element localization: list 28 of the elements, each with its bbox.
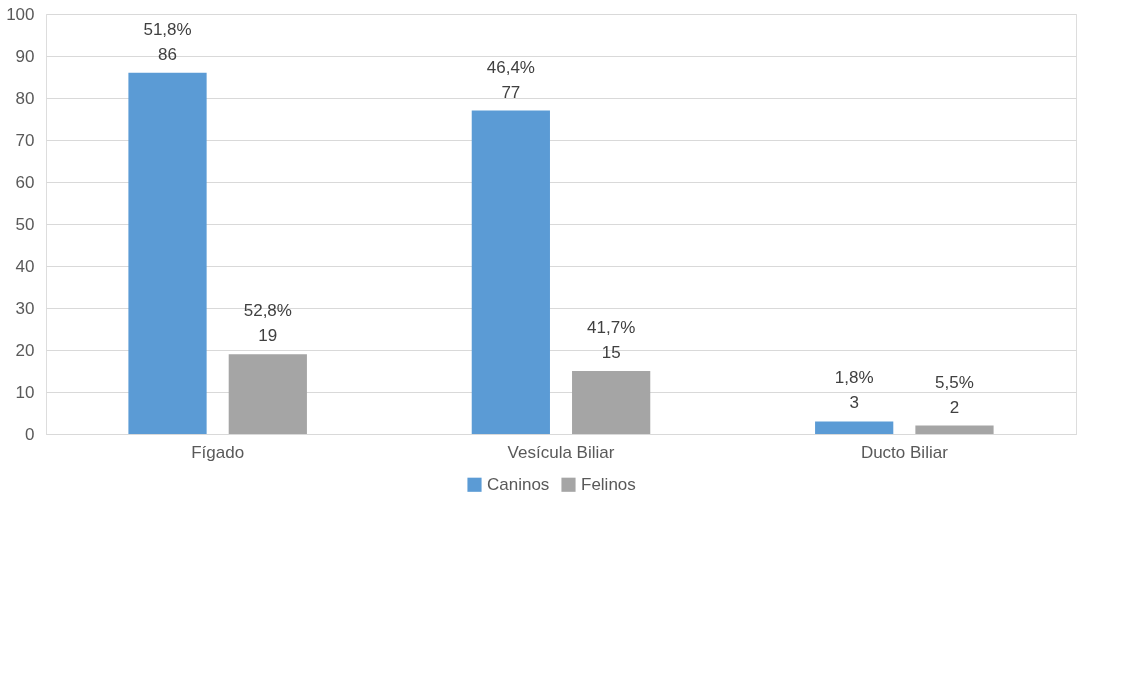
bar <box>471 110 550 434</box>
y-tick-label: 70 <box>15 130 35 150</box>
y-tick-label: 20 <box>15 340 35 360</box>
data-label: 41,7% 15 <box>587 318 636 362</box>
y-tick-label: 50 <box>15 214 35 234</box>
x-tick-label: Fígado <box>191 442 245 462</box>
bar <box>228 354 307 434</box>
x-tick-label: Ducto Biliar <box>860 442 949 462</box>
data-label: 46,4% 77 <box>486 57 535 102</box>
data-label: 52,8% 19 <box>243 301 292 346</box>
legend-label: Felinos <box>581 474 636 494</box>
bar <box>128 72 207 434</box>
y-tick-label: 90 <box>15 46 35 66</box>
y-tick-label: 40 <box>15 256 35 276</box>
bar <box>572 371 651 434</box>
y-tick-label: 80 <box>15 88 35 108</box>
data-label: 5,5% 2 <box>935 372 974 417</box>
y-tick-label: 30 <box>15 298 35 318</box>
data-label: 51,8% 86 <box>143 19 192 64</box>
bar <box>915 425 994 434</box>
y-tick-label: 60 <box>15 172 35 192</box>
data-label: 1,8% 3 <box>834 368 874 413</box>
legend-label: Caninos <box>487 474 550 494</box>
x-tick-label: Vesícula Biliar <box>507 442 615 462</box>
y-tick-label: 100 <box>6 4 35 24</box>
y-tick-label: 0 <box>25 424 35 444</box>
bar <box>815 421 894 434</box>
y-tick-label: 10 <box>15 382 35 402</box>
